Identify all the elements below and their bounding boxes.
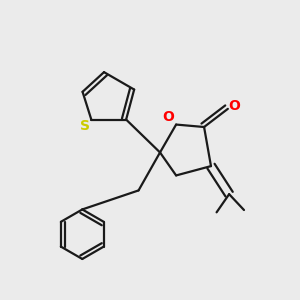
Text: S: S bbox=[80, 118, 90, 133]
Text: O: O bbox=[162, 110, 174, 124]
Text: O: O bbox=[228, 99, 240, 113]
